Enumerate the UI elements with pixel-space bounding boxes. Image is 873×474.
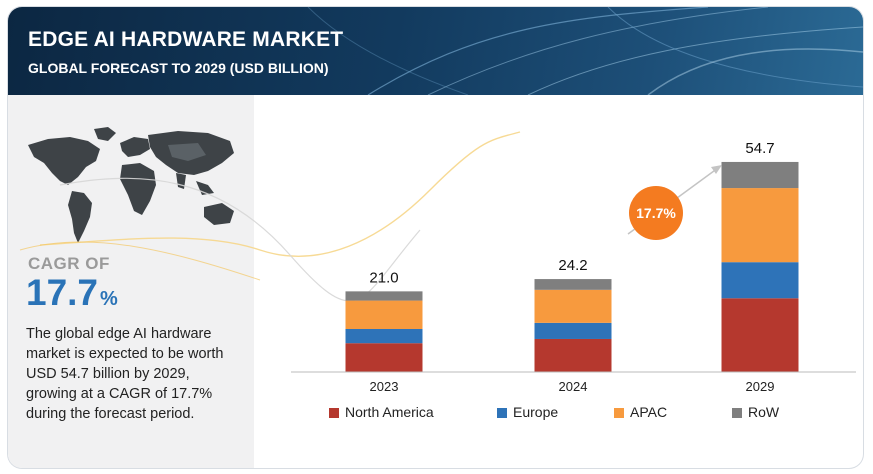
legend-item-row: RoW — [732, 404, 779, 420]
legend-item-north-america: North America — [329, 404, 434, 420]
cagr-value: 17.7% — [26, 272, 118, 314]
left-panel: CAGR OF 17.7% The global edge AI hardwar… — [8, 95, 254, 468]
bar-segment-apac-2029 — [721, 188, 799, 263]
bar-segment-europe-2024 — [534, 322, 612, 339]
decorative-swoosh — [19, 241, 261, 281]
header-banner: EDGE AI HARDWARE MARKET GLOBAL FORECAST … — [8, 7, 863, 95]
bar-segment-apac-2024 — [534, 289, 612, 323]
decorative-swoosh — [39, 131, 521, 257]
x-tick-label-2024: 2024 — [559, 379, 588, 394]
bar-segment-north-america-2024 — [534, 338, 612, 372]
bar-segment-north-america-2029 — [721, 298, 799, 372]
legend-swatch — [732, 408, 742, 418]
legend-label: RoW — [748, 404, 780, 420]
growth-arrow-head-icon — [711, 165, 722, 174]
decorative-swoosh — [59, 177, 421, 302]
cagr-badge — [629, 186, 683, 240]
legend-swatch — [614, 408, 624, 418]
bar-segment-europe-2023 — [345, 328, 423, 344]
bar-segment-north-america-2023 — [345, 343, 423, 372]
chart-title: EDGE AI HARDWARE MARKET — [28, 28, 344, 51]
total-label-2023: 21.0 — [369, 269, 398, 286]
bar-segment-row-2029 — [721, 161, 799, 189]
bar-segment-row-2024 — [534, 279, 612, 290]
x-tick-label-2023: 2023 — [370, 379, 399, 394]
legend-item-europe: Europe — [497, 404, 558, 420]
total-label-2029: 54.7 — [745, 140, 774, 157]
chart-subtitle: GLOBAL FORECAST TO 2029 (USD BILLION) — [28, 60, 329, 76]
bar-segment-europe-2029 — [721, 262, 799, 299]
cagr-badge-label: 17.7% — [636, 205, 676, 221]
cagr-number: 17.7 — [26, 272, 99, 313]
bar-segment-apac-2023 — [345, 300, 423, 329]
legend-label: North America — [345, 404, 434, 420]
legend-label: Europe — [513, 404, 559, 420]
banner-light-trails — [307, 7, 863, 95]
world-map-icon — [28, 127, 234, 243]
cagr-label: CAGR OF — [28, 254, 110, 273]
bar-segment-row-2023 — [345, 291, 423, 301]
x-tick-label-2029: 2029 — [746, 379, 775, 394]
legend-item-apac: APAC — [614, 404, 667, 420]
total-label-2024: 24.2 — [558, 257, 587, 274]
legend-label: APAC — [630, 404, 668, 420]
infographic-card: EDGE AI HARDWARE MARKET GLOBAL FORECAST … — [8, 7, 863, 468]
market-description: The global edge AI hardware market is ex… — [26, 326, 224, 422]
cagr-unit: % — [100, 288, 118, 310]
legend-swatch — [497, 408, 507, 418]
legend-swatch — [329, 408, 339, 418]
